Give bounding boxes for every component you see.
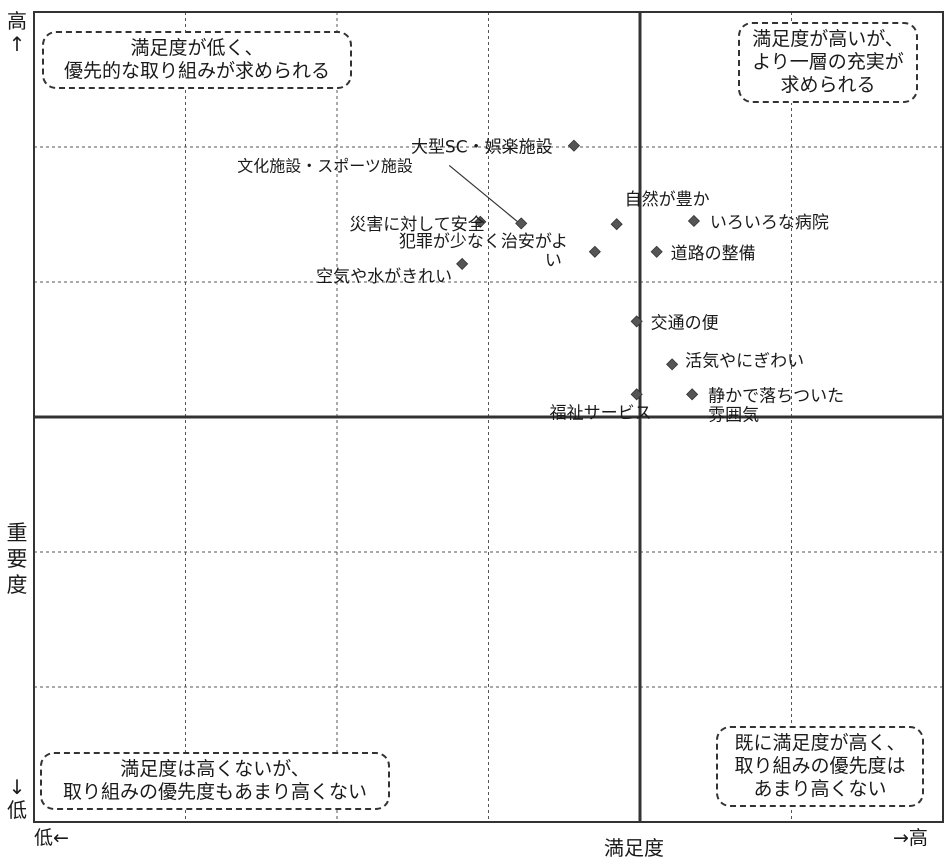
y-low-char: 低	[7, 798, 27, 822]
data-label: 犯罪が少なく治安がよい	[399, 232, 568, 271]
data-point-marker	[588, 245, 601, 258]
plot-frame	[33, 11, 944, 823]
data-label-line: い	[545, 251, 562, 271]
quadrant-bottom-left-note: 満足度は高くないが、 取り組みの優先度もあまり高くない	[40, 752, 390, 810]
y-axis-title-char: 重	[6, 521, 28, 545]
data-label: 福祉サービス	[550, 403, 652, 423]
data-points	[456, 139, 700, 401]
quadrant-note-line: 優先的な取り組みが求められる	[63, 60, 330, 82]
data-point-marker	[687, 214, 700, 228]
quadrant-note-line: あまり高くない	[753, 778, 887, 800]
data-label-line: 犯罪が少なく治安がよ	[399, 232, 568, 252]
data-point-marker	[630, 315, 643, 328]
data-label: 道路の整備	[671, 244, 756, 264]
y-axis-title: 重 要 度	[6, 520, 28, 598]
quadrant-note-line: 求められる	[780, 74, 876, 96]
quadrant-note-line: より一層の充実が	[752, 51, 904, 73]
y-high-char: 高	[7, 9, 27, 33]
data-label: 活気やにぎわい	[685, 351, 804, 371]
data-label: いろいろな病院	[710, 213, 829, 233]
quadrant-bottom-right-note: 既に満足度が高く、 取り組みの優先度は あまり高くない	[716, 726, 924, 807]
y-axis-high-label: 高 ↑	[6, 10, 28, 56]
data-label: 文化施設・スポーツ施設	[237, 156, 413, 175]
data-point-marker	[567, 139, 581, 152]
data-point-marker	[630, 388, 643, 401]
data-label: 静かで落ちついた雰囲気	[708, 386, 844, 425]
data-label: 大型SC・娯楽施設	[411, 138, 553, 158]
data-label: 自然が豊か	[625, 190, 710, 210]
data-label: 交通の便	[651, 313, 719, 333]
x-axis-high-label: →高	[893, 827, 928, 849]
data-label: 空気や水がきれい	[316, 267, 452, 287]
data-point-marker	[666, 358, 679, 371]
data-label-line: 静かで落ちついた	[708, 386, 844, 406]
data-label: 災害に対して安全	[349, 215, 485, 235]
y-low-arrow: ↓	[8, 775, 26, 799]
quadrant-note-line: 取り組みの優先度は	[734, 755, 906, 777]
quadrant-note-line: 取り組みの優先度もあまり高くない	[62, 781, 367, 803]
x-axis-title: 満足度	[604, 836, 664, 860]
data-point-marker	[515, 217, 528, 230]
leader-lines	[448, 164, 518, 222]
quadrant-top-left-note: 満足度が低く、 優先的な取り組みが求められる	[42, 31, 352, 89]
x-axis-low-label: 低←	[34, 827, 69, 849]
quadrant-note-line: 満足度は高くないが、	[120, 758, 310, 780]
quadrant-note-line: 満足度が高いが、	[752, 28, 904, 50]
data-label-line: 雰囲気	[708, 405, 759, 425]
y-axis-title-char: 要	[6, 547, 28, 571]
leader-line	[448, 164, 518, 222]
y-axis-low-label: ↓ 低	[6, 776, 28, 822]
quadrant-note-line: 既に満足度が高く、	[734, 732, 906, 754]
data-point-marker	[474, 215, 487, 228]
y-high-arrow: ↑	[8, 32, 26, 56]
data-point-marker	[650, 245, 663, 258]
quadrant-note-line: 満足度が低く、	[130, 37, 264, 59]
data-point-marker	[686, 388, 699, 401]
data-point-marker	[610, 218, 623, 231]
quadrant-top-right-note: 満足度が高いが、 より一層の充実が 求められる	[738, 22, 918, 103]
y-axis-title-char: 度	[6, 573, 28, 597]
data-labels: 大型SC・娯楽施設文化施設・スポーツ施設災害に対して安全犯罪が少なく治安がよい空…	[237, 138, 844, 426]
data-point-marker	[456, 257, 469, 270]
